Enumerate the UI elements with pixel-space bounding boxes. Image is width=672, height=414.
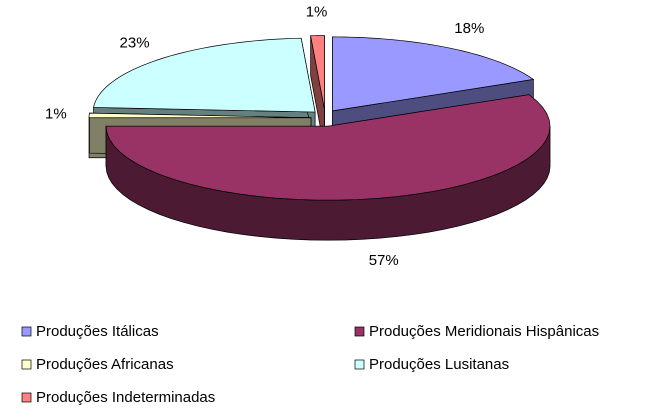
data-label: 23% [120,34,150,51]
pie-slice [332,36,535,112]
pie-slice [88,112,312,119]
legend-label: Produções Lusitanas [369,356,509,373]
data-label: 1% [45,106,67,123]
pie-slice [105,94,551,201]
pie-slice [310,35,325,110]
pie-slice [93,37,316,113]
data-label: 1% [306,4,328,21]
data-label: 18% [454,20,484,37]
legend-swatch [21,359,32,370]
legend-label: Produções Meridionais Hispânicas [369,323,599,340]
data-label: 57% [369,252,399,269]
legend-swatch [21,392,32,403]
legend-swatch [354,326,365,337]
legend-label: Produções Itálicas [36,323,159,340]
legend-label: Produções Indeterminadas [36,389,215,406]
legend-swatch [21,326,32,337]
legend-swatch [354,359,365,370]
legend-label: Produções Africanas [36,356,174,373]
